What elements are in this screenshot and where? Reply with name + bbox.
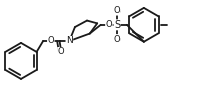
Text: S: S xyxy=(114,20,120,30)
Text: O: O xyxy=(114,6,120,15)
Text: N: N xyxy=(66,37,73,45)
Text: O: O xyxy=(106,20,112,29)
Text: O: O xyxy=(58,47,64,56)
Text: O: O xyxy=(48,37,54,45)
Text: O: O xyxy=(114,34,120,44)
